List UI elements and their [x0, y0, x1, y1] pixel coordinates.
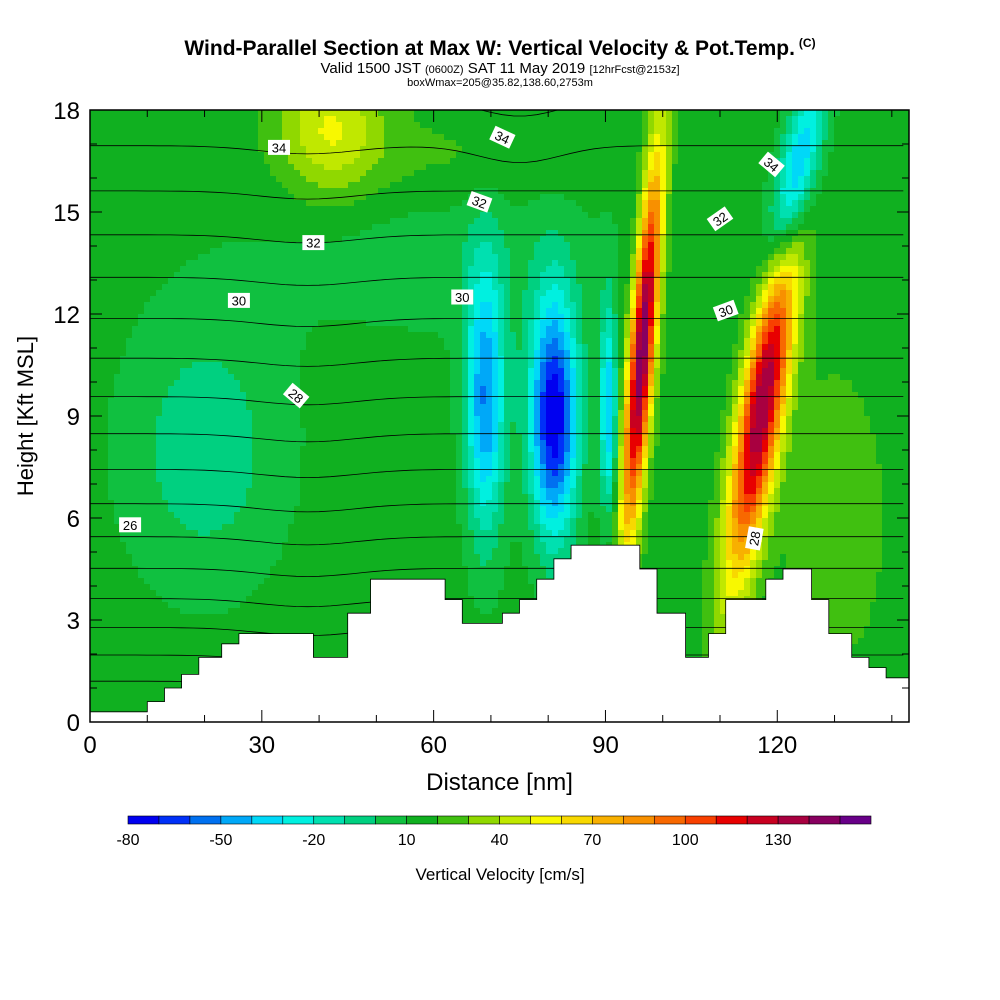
x-tick-label: 30	[248, 732, 275, 759]
theta-contour-label: 30	[712, 299, 739, 322]
x-axis-label: Distance [nm]	[426, 769, 573, 796]
colorbar-swatch	[375, 815, 407, 825]
theta-contour-label: 30	[451, 289, 474, 305]
colorbar-tick-label: -50	[209, 832, 232, 849]
colorbar-swatch	[127, 815, 160, 825]
forecast-info: [12hrFcst@2153z]	[589, 64, 680, 76]
valid-time: Valid 1500 JST	[320, 60, 421, 77]
theta-contour-label: 34	[489, 125, 516, 149]
colorbar-swatch	[684, 815, 717, 825]
colorbar-tick-label: 40	[491, 832, 509, 849]
theta-isoline	[90, 357, 904, 367]
colorbar: -80 -50 -20 10 40 70 100 130 Vertical Velocity […	[116, 815, 872, 884]
colorbar-tick-label: 10	[398, 832, 416, 849]
theta-isoline	[90, 0, 903, 10]
x-tick-label: 120	[757, 732, 797, 759]
theta-isoline	[90, 503, 904, 513]
theta-isoline	[90, 234, 904, 244]
colorbar-swatch	[746, 815, 779, 825]
colorbar-swatch	[437, 815, 469, 825]
colorbar-tick-label: 100	[672, 832, 699, 849]
theta-isoline	[90, 0, 903, 37]
theta-isoline	[90, 318, 904, 328]
x-tick-label: 60	[420, 732, 447, 759]
colorbar-tick-label: -80	[116, 832, 139, 849]
theta-isoline	[90, 0, 903, 21]
theta-contour-label: 34	[758, 151, 785, 178]
theta-isoline	[479, 110, 560, 117]
colorbar-swatch	[592, 815, 624, 825]
colorbar-swatch	[344, 815, 376, 825]
y-tick-label: 0	[67, 710, 80, 737]
theta-contour-label: 32	[302, 235, 325, 251]
colorbar-swatch	[251, 815, 284, 825]
colorbar-swatch	[808, 815, 841, 825]
theta-contour-label: 28	[745, 526, 764, 551]
chart-subtitle: Valid 1500 JST (0600Z) SAT 11 May 2019 […	[0, 60, 1000, 77]
colorbar-swatch	[499, 815, 531, 825]
y-tick-label: 18	[53, 98, 80, 125]
y-tick-label: 12	[53, 302, 80, 329]
theta-contour-label: 32	[466, 190, 493, 213]
colorbar-swatch	[715, 815, 748, 825]
colorbar-swatch	[158, 815, 191, 825]
colorbar-swatch	[777, 815, 810, 825]
colorbar-swatch	[468, 815, 500, 825]
theta-contour-label: 34	[268, 139, 290, 155]
chart-title-text: Wind-Parallel Section at Max W: Vertical…	[184, 37, 795, 60]
theta-isoline	[90, 396, 904, 406]
theta-isoline	[90, 433, 904, 443]
colorbar-tick-label: -20	[302, 832, 325, 849]
theta-isoline	[90, 145, 904, 163]
colorbar-swatch	[189, 815, 222, 825]
colorbar-swatch	[561, 815, 593, 825]
y-tick-label: 15	[53, 200, 80, 227]
theta-isoline	[90, 536, 904, 546]
colorbar-swatch	[313, 815, 346, 825]
theta-isoline	[90, 0, 903, 48]
theta-contour-label: 32	[706, 206, 734, 232]
colorbar-swatch	[623, 815, 655, 825]
theta-isoline	[90, 31, 903, 68]
valid-utc: (0600Z)	[425, 64, 464, 76]
colorbar-swatch	[220, 815, 253, 825]
y-tick-label: 9	[67, 404, 80, 431]
y-tick-label: 3	[67, 608, 80, 635]
theta-isoline	[90, 190, 904, 200]
colorbar-swatch	[839, 815, 872, 825]
theta-isoline	[90, 469, 904, 478]
x-tick-label: 0	[83, 732, 96, 759]
theta-isoline	[90, 276, 904, 286]
x-tick-label: 90	[592, 732, 619, 759]
copyright-mark: (C)	[798, 36, 816, 50]
chart-title: Wind-Parallel Section at Max W: Vertical…	[0, 36, 1000, 61]
theta-isoline	[90, 0, 903, 29]
box-info: boxWmax=205@35.82,138.60,2753m	[407, 77, 593, 89]
terrain	[89, 544, 910, 723]
theta-contour-label: 26	[119, 517, 142, 533]
colorbar-swatch	[406, 815, 438, 825]
colorbar-swatch	[530, 815, 562, 825]
colorbar-tick-label: 130	[765, 832, 792, 849]
y-axis-label: Height [Kft MSL]	[13, 336, 38, 496]
colorbar-tick-label: 70	[583, 832, 601, 849]
y-tick-label: 6	[67, 506, 80, 533]
theta-isoline	[90, 0, 903, 43]
valid-date: SAT 11 May 2019	[467, 60, 586, 77]
colorbar-label: Vertical Velocity [cm/s]	[415, 865, 584, 884]
colorbar-swatch	[653, 815, 686, 825]
theta-contour-label: 30	[227, 292, 250, 308]
theta-contour-label: 28	[282, 382, 310, 409]
colorbar-swatch	[282, 815, 315, 825]
theta-isoline	[90, 567, 904, 577]
